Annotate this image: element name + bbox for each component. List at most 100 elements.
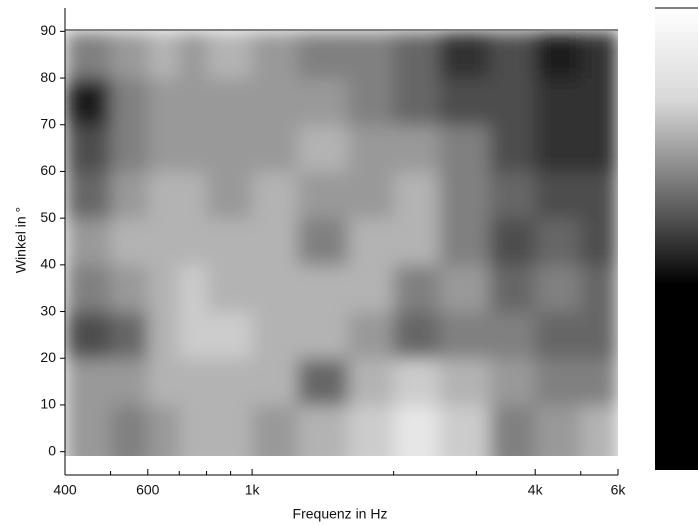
- heatmap-cell: [65, 312, 111, 359]
- heatmap-cell: [111, 218, 149, 265]
- heatmap-cell: [394, 171, 440, 218]
- heatmap-cell: [148, 218, 180, 265]
- heatmap-cell: [394, 265, 440, 312]
- heatmap-cell: [65, 405, 111, 472]
- heatmap-cell: [439, 31, 490, 78]
- heatmap-cell: [490, 171, 536, 218]
- heatmap-cell: [298, 31, 349, 78]
- heatmap-cell: [148, 358, 180, 405]
- heatmap-cell: [439, 218, 490, 265]
- heatmap-cell: [581, 405, 619, 472]
- heatmap-cell: [348, 218, 394, 265]
- y-tick-label: 60: [40, 162, 56, 178]
- heatmap-cell: [207, 125, 253, 172]
- heatmap-cell: [252, 78, 298, 125]
- heatmap-cell: [111, 171, 149, 218]
- heatmap-cell: [348, 125, 394, 172]
- heatmap-cell: [298, 265, 349, 312]
- heatmap-cell: [179, 265, 207, 312]
- x-tick-label: 600: [136, 482, 160, 498]
- heatmap-cell: [207, 31, 253, 78]
- heatmap-cell: [179, 358, 207, 405]
- heatmap-cell: [439, 125, 490, 172]
- heatmap-cell: [111, 78, 149, 125]
- x-axis-label: Frequenz in Hz: [293, 506, 388, 522]
- heatmap-cell: [439, 405, 490, 472]
- heatmap-cell: [111, 125, 149, 172]
- heatmap-cell: [148, 171, 180, 218]
- heatmap-cell: [179, 125, 207, 172]
- heatmap-cell: [148, 405, 180, 472]
- heatmap-cell: [111, 405, 149, 472]
- heatmap-cell: [535, 31, 581, 78]
- heatmap-cell: [490, 31, 536, 78]
- heatmap-cell: [581, 265, 619, 312]
- heatmap-cell: [535, 265, 581, 312]
- heatmap-cell: [394, 78, 440, 125]
- heatmap-cell: [207, 405, 253, 472]
- y-tick-label: 0: [48, 442, 56, 458]
- heatmap-cell: [439, 265, 490, 312]
- y-tick-label: 90: [40, 22, 56, 38]
- heatmap-cell: [252, 125, 298, 172]
- x-tick-label: 6k: [611, 482, 627, 498]
- heatmap-cell: [535, 312, 581, 359]
- heatmap-cell: [535, 171, 581, 218]
- heatmap-cell: [535, 78, 581, 125]
- heatmap-cell: [65, 78, 111, 125]
- heatmap-cell: [490, 125, 536, 172]
- heatmap-cell: [111, 31, 149, 78]
- heatmap-cell: [490, 265, 536, 312]
- chart: Frequenz in Hz Winkel in ° 0102030405060…: [0, 0, 698, 526]
- y-tick-label: 50: [40, 209, 56, 225]
- heatmap-cell: [252, 31, 298, 78]
- heatmap-cell: [298, 312, 349, 359]
- heatmap-cell: [581, 31, 619, 78]
- heatmap-cell: [298, 78, 349, 125]
- x-tick-label: 4k: [528, 482, 544, 498]
- heatmap-cell: [535, 405, 581, 472]
- heatmap-cell: [394, 358, 440, 405]
- y-tick-label: 80: [40, 69, 56, 85]
- heatmap-cell: [581, 218, 619, 265]
- heatmap-cell: [252, 265, 298, 312]
- heatmap-cell: [252, 405, 298, 472]
- heatmap-cell: [298, 405, 349, 472]
- heatmap-cell: [581, 358, 619, 405]
- heatmap-cell: [581, 171, 619, 218]
- heatmap-cell: [179, 31, 207, 78]
- heatmap-cell: [490, 358, 536, 405]
- heatmap-cell: [148, 31, 180, 78]
- heatmap-cell: [65, 218, 111, 265]
- heatmap-cell: [348, 405, 394, 472]
- y-tick-label: 70: [40, 115, 56, 131]
- heatmap-cell: [394, 405, 440, 472]
- heatmap-cell: [490, 218, 536, 265]
- heatmap-cell: [298, 218, 349, 265]
- heatmap-cell: [490, 78, 536, 125]
- heatmap-cell: [111, 265, 149, 312]
- heatmap-cell: [394, 218, 440, 265]
- heatmap-cell: [581, 312, 619, 359]
- heatmap-cell: [581, 78, 619, 125]
- heatmap-cell: [148, 78, 180, 125]
- heatmap-cell: [252, 358, 298, 405]
- heatmap-cell: [394, 312, 440, 359]
- heatmap-cell: [111, 358, 149, 405]
- heatmap-cell: [65, 31, 111, 78]
- y-tick-label: 40: [40, 256, 56, 272]
- heatmap-cell: [252, 218, 298, 265]
- heatmap-cell: [581, 125, 619, 172]
- heatmap-cell: [348, 358, 394, 405]
- heatmap-cell: [148, 312, 180, 359]
- heatmap-cell: [65, 171, 111, 218]
- heatmap-cell: [252, 312, 298, 359]
- heatmap-cell: [439, 78, 490, 125]
- heatmap-cell: [65, 265, 111, 312]
- colorbar: [655, 8, 698, 470]
- heatmap-cell: [148, 265, 180, 312]
- heatmap-cell: [439, 358, 490, 405]
- heatmap-cell: [207, 358, 253, 405]
- heatmap-cell: [439, 171, 490, 218]
- heatmap-cell: [490, 312, 536, 359]
